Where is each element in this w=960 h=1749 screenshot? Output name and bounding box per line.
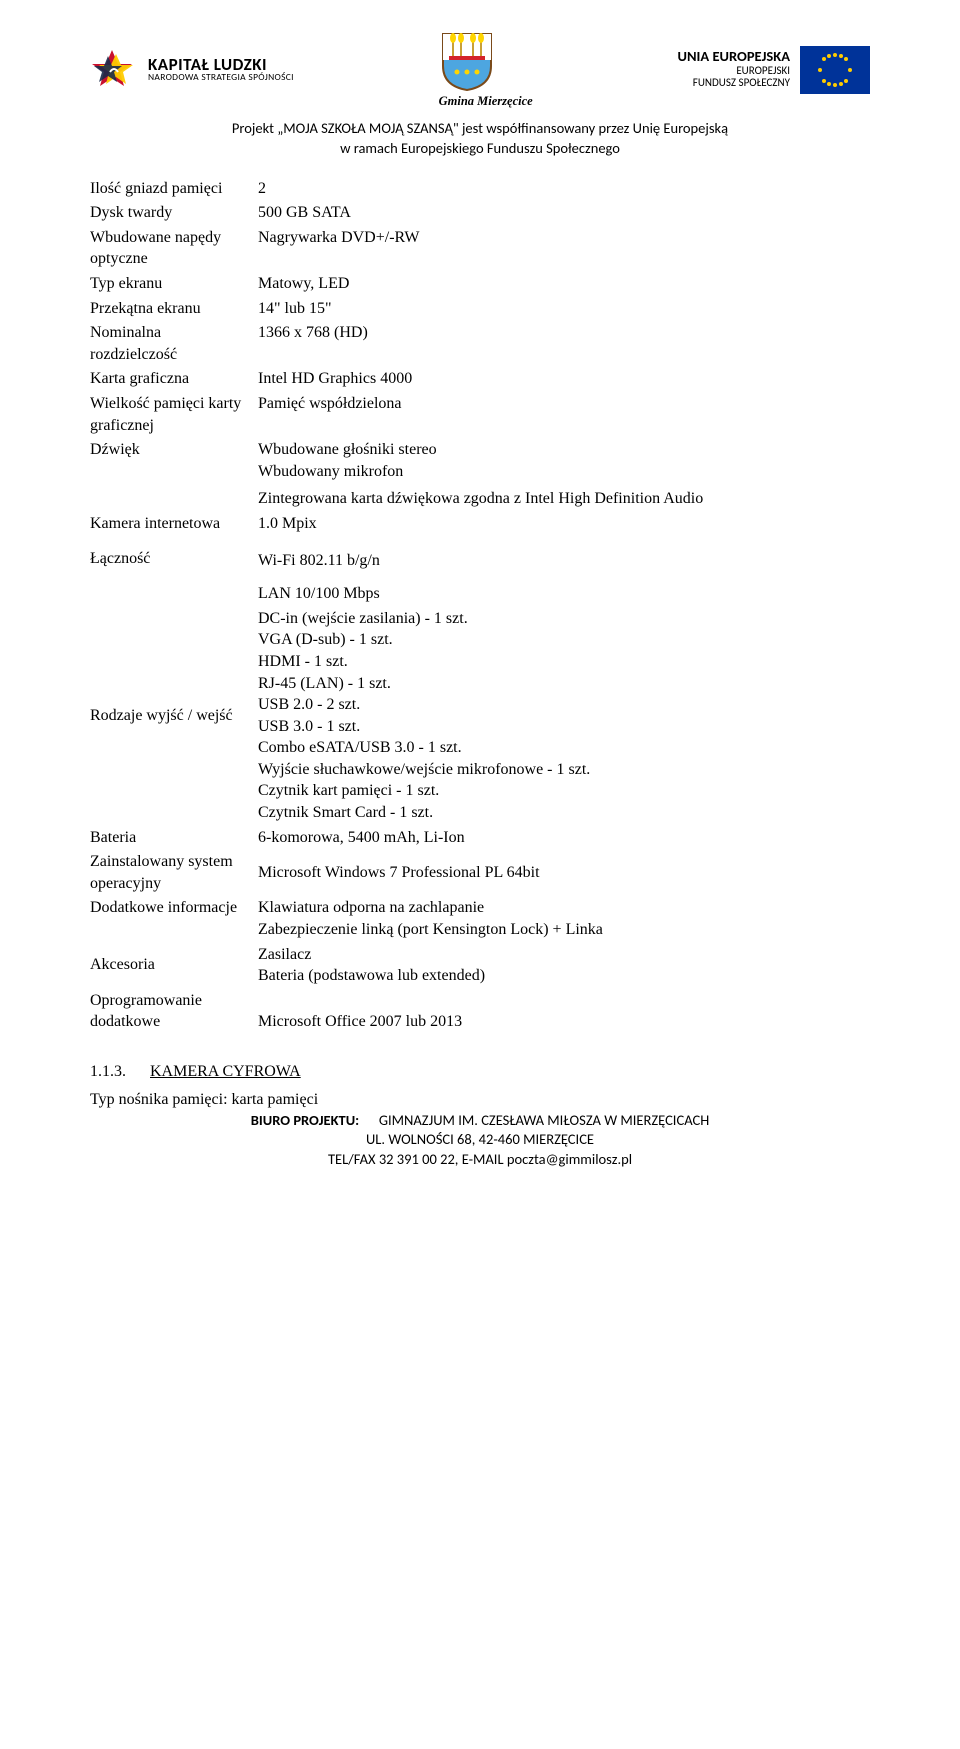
spec-label: Bateria: [90, 825, 258, 850]
spec-line: Zasilacz: [258, 944, 870, 966]
spec-value: 2: [258, 176, 870, 201]
spec-label: Typ ekranu: [90, 272, 258, 297]
eu-sub2: FUNDUSZ SPOŁECZNY: [678, 77, 790, 89]
eu-flag-icon: [800, 46, 870, 94]
spec-value-multi: Klawiatura odporna na zachlapanie Zabezp…: [258, 896, 870, 942]
spec-value: Intel HD Graphics 4000: [258, 367, 870, 392]
spec-value: 1.0 Mpix: [258, 511, 870, 536]
spec-value: 500 GB SATA: [258, 201, 870, 226]
footer-l3: TEL/FAX 32 391 00 22, E-MAIL poczta@gimm…: [90, 1150, 870, 1170]
spec-line: Wi-Fi 802.11 b/g/n: [258, 550, 870, 572]
spec-label: Rodzaje wyjść / wejść: [90, 606, 258, 825]
project-line-1: Projekt „MOJA SZKOŁA MOJĄ SZANSĄ" jest w…: [90, 119, 870, 139]
footer-l2: UL. WOLNOŚCI 68, 42-460 MIERZĘCICE: [90, 1130, 870, 1150]
spec-value: 1366 x 768 (HD): [258, 321, 870, 367]
spec-line: Zintegrowana karta dźwiękowa zgodna z In…: [258, 488, 870, 510]
spec-value: Nagrywarka DVD+/-RW: [258, 225, 870, 271]
spec-label: Wielkość pamięci karty graficznej: [90, 391, 258, 437]
spec-line: DC-in (wejście zasilania) - 1 szt.: [258, 608, 870, 630]
footer: BIURO PROJEKTU: GIMNAZJUM IM. CZESŁAWA M…: [90, 1111, 870, 1170]
spec-line: HDMI - 1 szt.: [258, 651, 870, 673]
spec-line: Wbudowane głośniki stereo: [258, 439, 870, 461]
spec-label: Dodatkowe informacje: [90, 896, 258, 942]
spec-label: Wbudowane napędy optyczne: [90, 225, 258, 271]
spec-line: VGA (D-sub) - 1 szt.: [258, 629, 870, 651]
kl-star-icon: [90, 46, 138, 94]
project-line: Projekt „MOJA SZKOŁA MOJĄ SZANSĄ" jest w…: [90, 119, 870, 158]
eu-title: UNIA EUROPEJSKA: [678, 49, 790, 65]
spec-label: Ilość gniazd pamięci: [90, 176, 258, 201]
spec-label: Kamera internetowa: [90, 511, 258, 536]
spec-line: Wbudowany mikrofon: [258, 461, 870, 483]
footer-label: BIURO PROJEKTU:: [251, 1111, 359, 1129]
nosnik-line: Typ nośnika pamięci: karta pamięci: [90, 1091, 870, 1109]
spec-label: Łączność: [90, 536, 258, 606]
spec-label: Oprogramowanie dodatkowe: [90, 988, 258, 1034]
spec-value-multi: Wbudowane głośniki stereo Wbudowany mikr…: [258, 438, 870, 512]
header-logos: KAPITAŁ LUDZKI NARODOWA STRATEGIA SPÓJNO…: [90, 30, 870, 109]
section-title: KAMERA CYFROWA: [150, 1063, 301, 1080]
spec-value-multi: DC-in (wejście zasilania) - 1 szt. VGA (…: [258, 606, 870, 825]
spec-label: Przekątna ekranu: [90, 296, 258, 321]
shield-icon: [439, 30, 495, 92]
spec-line: Wyjście słuchawkowe/wejście mikrofonowe …: [258, 759, 870, 781]
kl-subtitle: NARODOWA STRATEGIA SPÓJNOŚCI: [148, 73, 294, 83]
spec-line: LAN 10/100 Mbps: [258, 583, 870, 605]
spec-label: Dźwięk: [90, 438, 258, 512]
spec-line: Combo eSATA/USB 3.0 - 1 szt.: [258, 737, 870, 759]
spec-table: Ilość gniazd pamięci2 Dysk twardy500 GB …: [90, 176, 870, 1034]
project-line-2: w ramach Europejskiego Funduszu Społeczn…: [90, 139, 870, 159]
logo-eu: UNIA EUROPEJSKA EUROPEJSKI FUNDUSZ SPOŁE…: [678, 46, 870, 94]
spec-value-multi: Wi-Fi 802.11 b/g/n LAN 10/100 Mbps: [258, 536, 870, 606]
spec-line: Czytnik kart pamięci - 1 szt.: [258, 780, 870, 802]
spec-label: Akcesoria: [90, 942, 258, 988]
footer-l1: GIMNAZJUM IM. CZESŁAWA MIŁOSZA W MIERZĘC…: [379, 1111, 709, 1129]
gmina-label: Gmina Mierzęcice: [439, 94, 533, 109]
logo-kapital-ludzki: KAPITAŁ LUDZKI NARODOWA STRATEGIA SPÓJNO…: [90, 46, 294, 94]
spec-line: Czytnik Smart Card - 1 szt.: [258, 802, 870, 824]
spec-label: Karta graficzna: [90, 367, 258, 392]
spec-line: Zabezpieczenie linką (port Kensington Lo…: [258, 919, 870, 941]
spec-label: Zainstalowany system operacyjny: [90, 850, 258, 896]
spec-line: USB 2.0 - 2 szt.: [258, 694, 870, 716]
spec-value: Microsoft Windows 7 Professional PL 64bi…: [258, 850, 870, 896]
spec-value: Pamięć współdzielona: [258, 391, 870, 437]
spec-label: Nominalna rozdzielczość: [90, 321, 258, 367]
logo-gmina: Gmina Mierzęcice: [439, 30, 533, 109]
spec-label: Dysk twardy: [90, 201, 258, 226]
spec-value: Microsoft Office 2007 lub 2013: [258, 988, 870, 1034]
spec-value: 14" lub 15": [258, 296, 870, 321]
spec-value-multi: Zasilacz Bateria (podstawowa lub extende…: [258, 942, 870, 988]
section-heading: 1.1.3. KAMERA CYFROWA: [90, 1063, 870, 1081]
spec-line: Bateria (podstawowa lub extended): [258, 965, 870, 987]
section-number: 1.1.3.: [90, 1063, 126, 1081]
spec-value: Matowy, LED: [258, 272, 870, 297]
spec-line: Klawiatura odporna na zachlapanie: [258, 897, 870, 919]
spec-value: 6-komorowa, 5400 mAh, Li-Ion: [258, 825, 870, 850]
spec-line: RJ-45 (LAN) - 1 szt.: [258, 673, 870, 695]
spec-line: USB 3.0 - 1 szt.: [258, 716, 870, 738]
